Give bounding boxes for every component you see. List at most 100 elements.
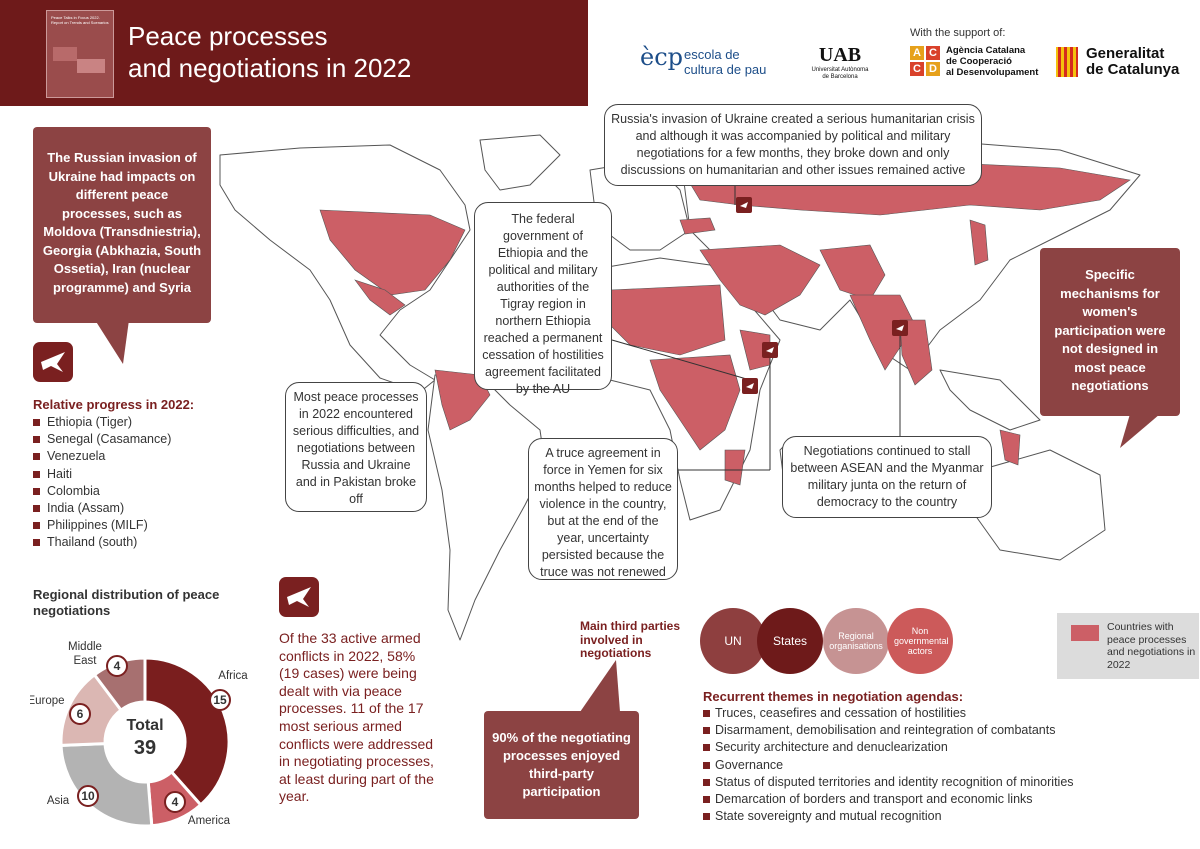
third-party-label: States (772, 634, 808, 648)
myanmar-note-text: Negotiations continued to stall between … (790, 444, 984, 509)
list-item: Status of disputed territories and ident… (703, 774, 1123, 791)
progress-item-label: Colombia (47, 483, 100, 498)
theme-label: State sovereignty and mutual recognition (715, 809, 942, 824)
yemen-note: A truce agreement in force in Yemen for … (528, 438, 678, 580)
bullet-square (703, 813, 710, 821)
list-item: Philippines (MILF) (33, 517, 233, 534)
bullet-square (703, 727, 710, 735)
report-cover-thumbnail[interactable]: Peace Talks in Focus 2022. Report on Tre… (46, 10, 114, 98)
donut-category-label: Asia (47, 795, 70, 807)
dove-icon (746, 383, 754, 389)
highlight-afghanistan-pakistan (819, 244, 886, 301)
uab-subtitle: Universitat Autònoma de Barcelona (810, 67, 870, 81)
donut-total-label: Total (126, 717, 163, 734)
generalitat-logo[interactable]: Generalitat de Catalunya (1056, 44, 1196, 80)
uab-mark: UAB (818, 44, 862, 66)
bullet-square (703, 744, 710, 752)
cover-title: Peace Talks in Focus 2022. Report on Tre… (51, 15, 109, 25)
bullet-square (703, 710, 710, 717)
list-item: Demarcation of borders and transport and… (703, 791, 1123, 808)
difficulties-note: Most peace processes in 2022 encountered… (285, 382, 427, 512)
progress-item-label: India (Assam) (47, 501, 125, 516)
australia-landmass (974, 449, 1106, 561)
list-item: Ethiopia (Tiger) (33, 414, 233, 431)
donut-value-label: 6 (77, 707, 84, 721)
dove-icon (740, 202, 748, 208)
highlight-myanmar-thailand (899, 319, 933, 386)
themes-title: Recurrent themes in negotiation agendas: (703, 689, 964, 704)
third-party-callout: 90% of the negotiating processes enjoyed… (484, 711, 639, 819)
ukraine-impact-callout: The Russian invasion of Ukraine had impa… (33, 127, 211, 323)
russia-ukraine-note-text: Russia's invasion of Ukraine created a s… (611, 112, 975, 177)
donut-category-label: Europe (30, 695, 65, 707)
cover-speech-bubble (53, 47, 77, 61)
donut-category-label: East (73, 655, 97, 667)
pointer-line-ethiopia (611, 339, 751, 381)
south-america-landmass (427, 374, 546, 641)
women-participation-text: Specific mechanisms for women's particip… (1054, 267, 1166, 393)
highlight-mexico (354, 279, 406, 316)
dove-badge-icon (279, 577, 319, 617)
page-title: Peace processes and negotiations in 2022 (128, 20, 568, 84)
russia-ukraine-note: Russia's invasion of Ukraine created a s… (604, 104, 982, 186)
callout-tail (95, 320, 129, 364)
third-party-callout-text: 90% of the negotiating processes enjoyed… (492, 730, 631, 799)
bullet-square (33, 470, 40, 478)
support-label: With the support of: (910, 27, 1006, 39)
donut-value-badge (209, 689, 231, 711)
progress-item-label: Ethiopia (Tiger) (47, 415, 132, 429)
ukraine-impact-text: The Russian invasion of Ukraine had impa… (42, 150, 202, 295)
ethiopia-note-text: The federal government of Ethiopia and t… (482, 212, 604, 396)
callout-tail (580, 660, 620, 712)
ecp-mark: ècp (640, 43, 684, 71)
donut-value-badge (69, 703, 91, 725)
bullet-square (703, 778, 710, 786)
bullet-square (33, 522, 40, 530)
third-party-label: UN (724, 634, 742, 648)
acd-letter-d: D (926, 62, 940, 76)
conflicts-summary: Of the 33 active armed conflicts in 2022… (279, 630, 434, 805)
third-party-regional-organisations: Regional organisations (823, 608, 889, 674)
acd-letter-c: C (926, 46, 940, 60)
page-title-line-2: and negotiations in 2022 (128, 53, 412, 83)
generalitat-name-line-1: Generalitat (1086, 45, 1165, 62)
donut-value-label: 4 (172, 795, 179, 809)
donut-value-label: 15 (213, 693, 227, 707)
acd-logo[interactable]: A C C D Agència Catalana de Cooperació a… (910, 44, 1045, 80)
progress-item-label: Venezuela (47, 449, 106, 464)
callout-tail (1120, 414, 1160, 448)
ecp-name-line-1: escola de (684, 47, 740, 62)
list-item: India (Assam) (33, 500, 233, 517)
ecp-logo[interactable]: ècp escola de cultura de pau (640, 43, 766, 79)
list-item: Venezuela (33, 448, 233, 465)
theme-label: Security architecture and denuclearizati… (715, 740, 948, 755)
donut-value-badge (106, 655, 128, 677)
list-item: Disarmament, demobilisation and reintegr… (703, 722, 1123, 739)
list-item: Colombia (33, 483, 233, 500)
bullet-square (33, 539, 40, 547)
uab-subtitle-line-2: de Barcelona (822, 74, 858, 80)
myanmar-note: Negotiations continued to stall between … (782, 436, 992, 518)
theme-label: Governance (715, 757, 784, 772)
highlight-central-africa (649, 354, 741, 451)
progress-item-label: Haiti (47, 466, 73, 481)
highlight-usa (319, 209, 466, 296)
dove-icon (896, 325, 904, 331)
highlight-mozambique (724, 449, 746, 486)
bullet-square (33, 487, 40, 495)
third-party-states: States (757, 608, 823, 674)
regional-donut-chart: Total 39 15Africa4America10Asia6Europe4M… (30, 641, 248, 828)
bullet-square (703, 761, 710, 769)
yemen-note-text: A truce agreement in force in Yemen for … (534, 446, 672, 579)
acd-name-line-1: Agència Catalana (946, 45, 1026, 56)
progress-list: Ethiopia (Tiger) Senegal (Casamance) Ven… (33, 414, 233, 552)
progress-title: Relative progress in 2022: (33, 397, 195, 412)
generalitat-name-line-2: de Catalunya (1086, 61, 1180, 78)
bullet-square (33, 505, 40, 513)
uab-subtitle-line-1: Universitat Autònoma (811, 67, 869, 73)
legend-label: Countries with peace processes and negot… (1107, 621, 1196, 671)
acd-letter-c: C (910, 62, 924, 76)
theme-label: Demarcation of borders and transport and… (715, 792, 1033, 807)
uab-logo[interactable]: UAB Universitat Autònoma de Barcelona (810, 44, 870, 81)
third-parties-title: Main third parties involved in negotiati… (580, 619, 681, 660)
